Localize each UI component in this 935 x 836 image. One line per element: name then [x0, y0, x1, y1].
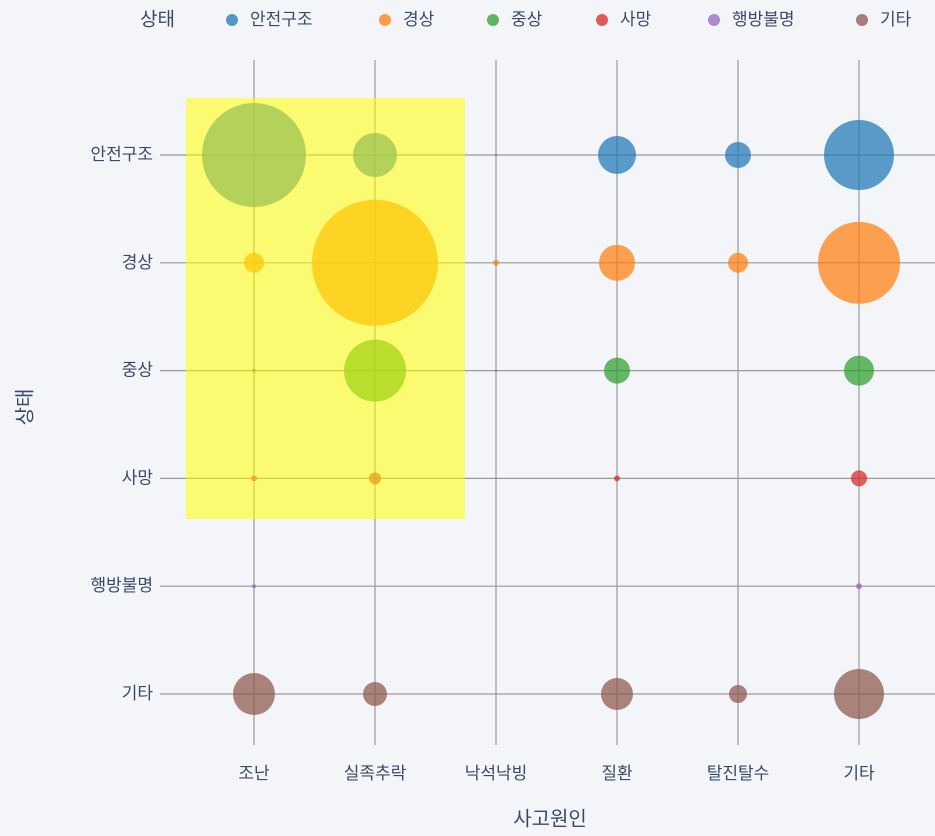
bubble	[851, 470, 867, 487]
legend-marker	[708, 14, 720, 26]
y-tick-label: 경상	[122, 253, 154, 273]
legend-marker	[379, 14, 391, 26]
legend-marker	[226, 14, 238, 26]
bubble	[614, 475, 620, 482]
y-tick-label: 중상	[122, 361, 154, 381]
x-axis-label: 사고원인	[513, 807, 587, 831]
legend-marker	[856, 14, 868, 26]
legend-label: 중상	[511, 10, 543, 30]
bubble	[598, 136, 636, 174]
bubble	[495, 154, 497, 156]
bubble	[729, 685, 747, 703]
bubble	[604, 357, 630, 384]
bubble	[856, 583, 862, 590]
y-tick-label: 행방불명	[90, 576, 153, 596]
legend-marker	[596, 14, 608, 26]
legend-label: 기타	[880, 10, 912, 30]
bubble	[233, 673, 275, 715]
legend-marker	[487, 14, 499, 26]
legend-label: 행방불명	[732, 10, 795, 30]
y-axis-label: 상태	[13, 389, 37, 426]
x-tick-label: 탈진탈수	[707, 764, 770, 784]
bubble	[844, 355, 874, 386]
bubble	[601, 678, 633, 710]
legend-label: 사망	[620, 10, 652, 30]
bubble	[495, 369, 497, 372]
bubble	[728, 252, 748, 273]
y-tick-label: 안전구조	[90, 145, 153, 165]
legend-title: 상태	[140, 9, 175, 31]
bubble	[834, 669, 884, 719]
x-tick-label: 조난	[238, 764, 270, 784]
bubble	[824, 120, 894, 190]
legend-label: 경상	[403, 10, 435, 30]
x-tick-label: 낙석낙빙	[465, 764, 528, 784]
bubble	[363, 682, 387, 706]
x-tick-label: 질환	[601, 764, 632, 784]
bubble	[599, 244, 635, 281]
x-tick-label: 실족추락	[344, 764, 407, 784]
x-tick-label: 기타	[843, 764, 875, 784]
y-tick-label: 사망	[122, 468, 154, 488]
highlight	[186, 98, 465, 519]
bubble	[252, 584, 256, 589]
y-tick-label: 기타	[122, 684, 154, 704]
bubble	[493, 259, 499, 266]
legend-label: 안전구조	[250, 10, 313, 30]
bubble	[725, 142, 751, 168]
bubble	[818, 221, 900, 304]
